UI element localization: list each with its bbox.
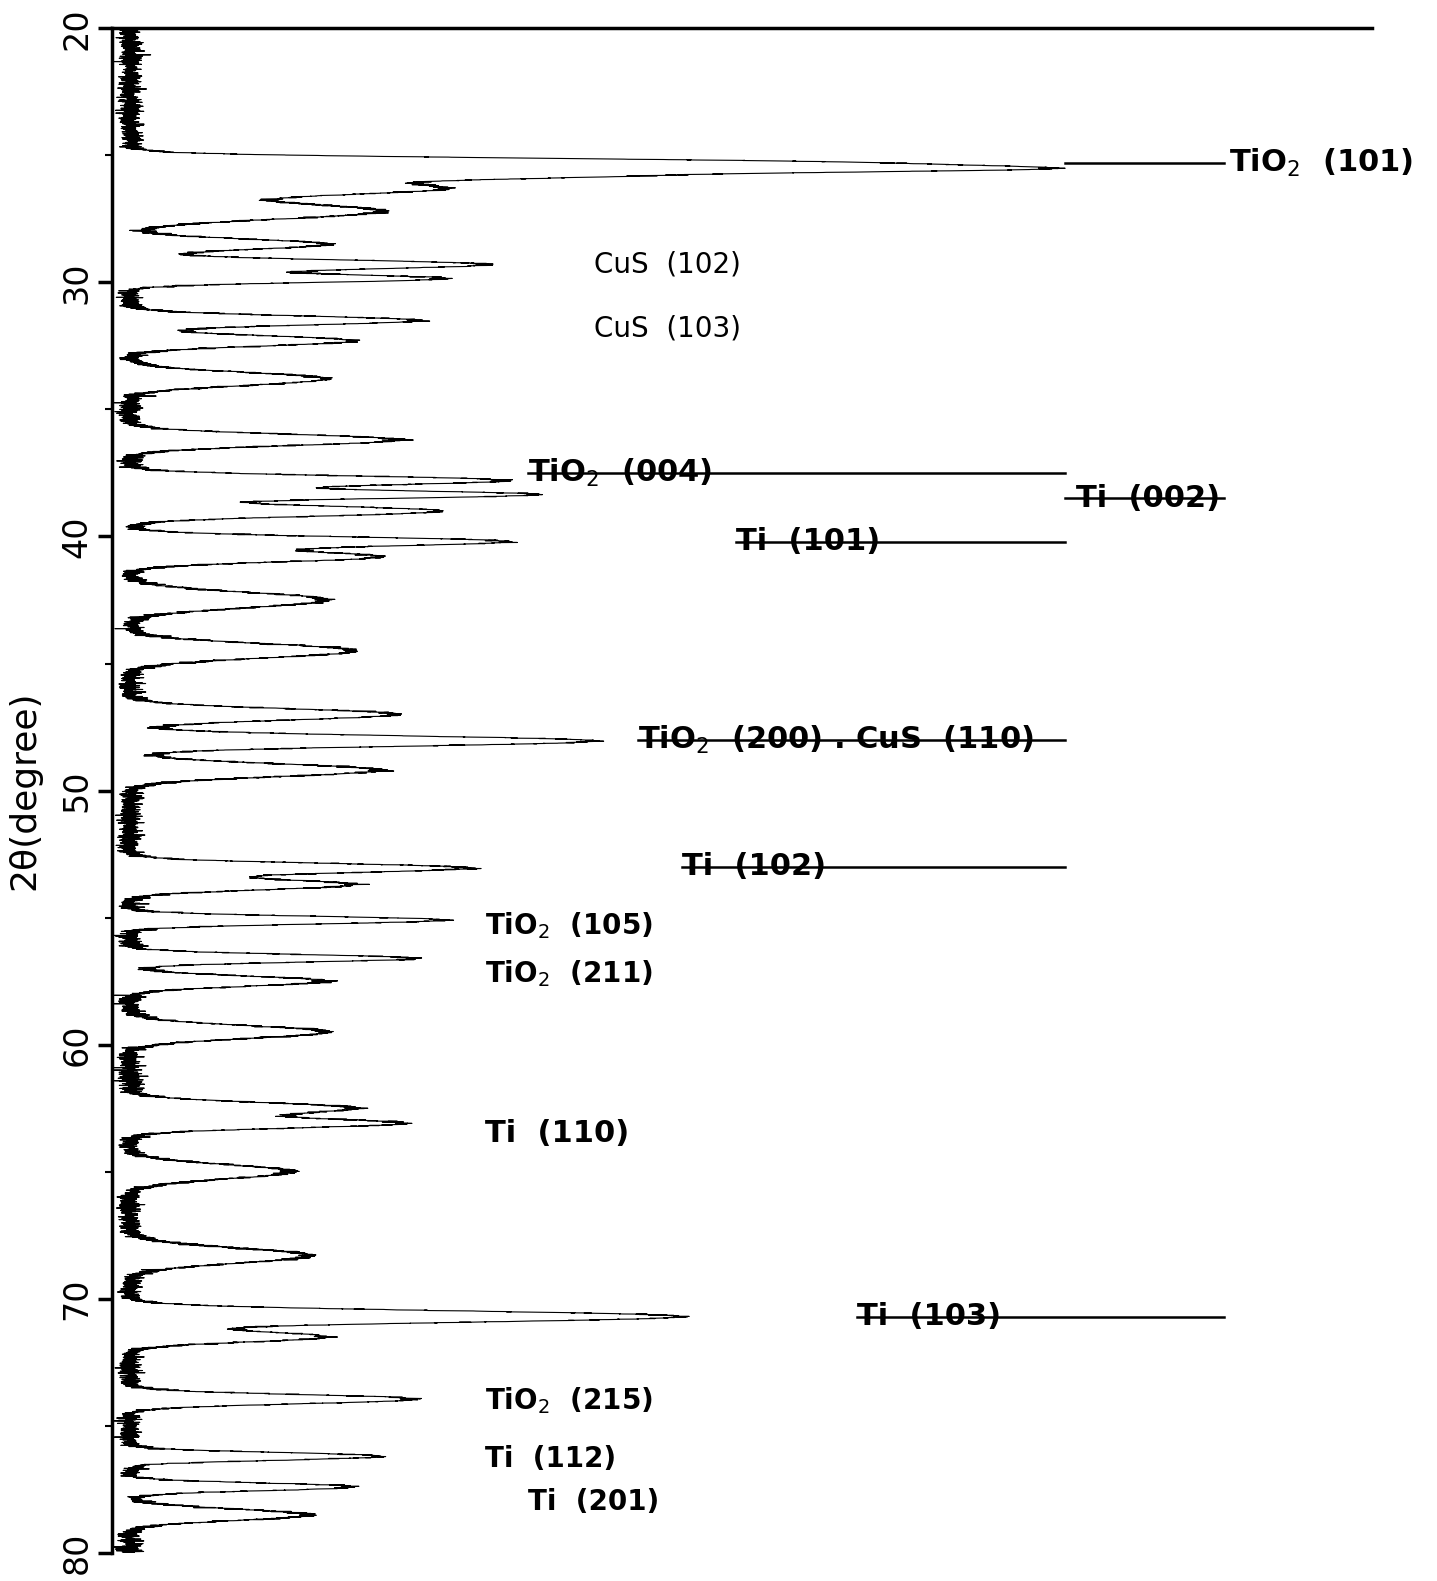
Y-axis label: 2θ(degree): 2θ(degree) [7,691,40,890]
Text: Ti  (102): Ti (102) [681,852,826,881]
Text: Ti  (101): Ti (101) [737,526,881,557]
Text: Ti  (103): Ti (103) [856,1303,1002,1331]
Text: TiO$_2$  (105): TiO$_2$ (105) [484,909,652,941]
Text: TiO$_2$  (211): TiO$_2$ (211) [484,958,652,990]
Text: Ti  (112): Ti (112) [484,1445,615,1473]
Text: Ti  (110): Ti (110) [484,1119,629,1148]
Text: CuS  (102): CuS (102) [593,250,741,278]
Text: Ti  (201): Ti (201) [529,1488,660,1516]
Text: CuS  (103): CuS (103) [593,315,741,341]
Text: TiO$_2$  (004): TiO$_2$ (004) [529,457,713,489]
Text: TiO$_2$  (101): TiO$_2$ (101) [1230,147,1414,179]
Text: Ti  (002): Ti (002) [1076,484,1220,512]
Text: TiO$_2$  (215): TiO$_2$ (215) [484,1385,652,1417]
Text: TiO$_2$  (200) . CuS  (110): TiO$_2$ (200) . CuS (110) [638,724,1033,756]
